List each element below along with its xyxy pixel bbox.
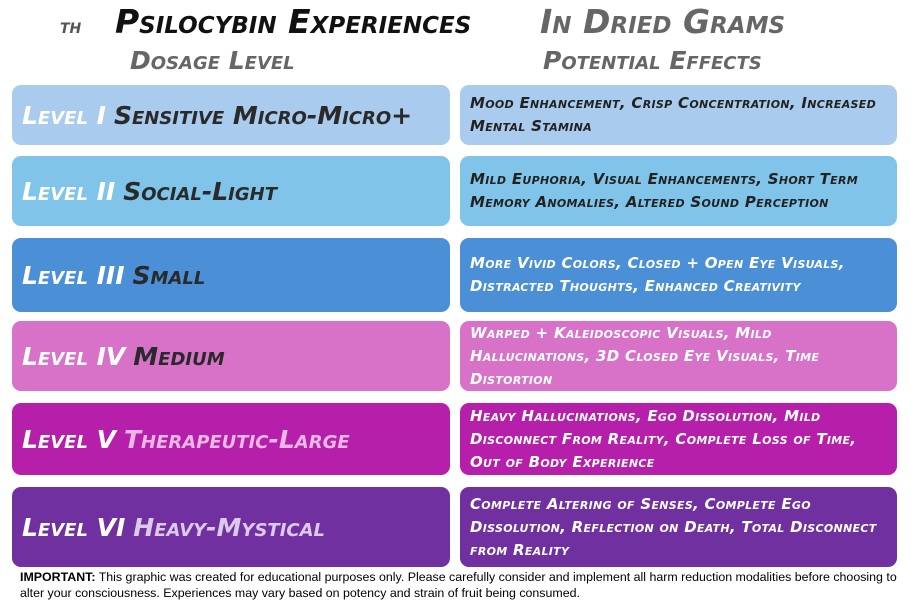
disclaimer-label: IMPORTANT:: [20, 570, 96, 584]
effects-text: Mood Enhancement, Crisp Concentration, I…: [470, 94, 877, 135]
level-name: Heavy-Mystical: [133, 512, 326, 542]
level-name: Therapeutic-Large: [123, 424, 350, 454]
disclaimer: IMPORTANT: This graphic was created for …: [20, 569, 900, 601]
level-name: Medium: [133, 341, 225, 371]
column-header: Dosage Level: [130, 46, 295, 75]
dosage-box: Level IV Medium: [12, 321, 450, 391]
level-label: Level II: [22, 176, 116, 206]
effects-box: Complete Altering of Senses, Complete Eg…: [460, 487, 897, 567]
effects-text: Mild Euphoria, Visual Enhancements, Shor…: [470, 170, 858, 211]
effects-text: More Vivid Colors, Closed + Open Eye Vis…: [470, 254, 845, 295]
subtitle: In Dried Grams: [540, 2, 786, 41]
effects-box: Warped + Kaleidoscopic Visuals, Mild Hal…: [460, 321, 897, 391]
level-label: Level I: [22, 100, 106, 130]
effects-box: Mood Enhancement, Crisp Concentration, I…: [460, 85, 897, 145]
dosage-box: Level VI Heavy-Mystical: [12, 487, 450, 567]
dosage-box: Level II Social-Light: [12, 156, 450, 226]
effects-text: Heavy Hallucinations, Ego Dissolution, M…: [470, 406, 857, 471]
level-label: Level IV: [22, 341, 126, 371]
dosage-box: Level III Small: [12, 238, 450, 312]
title-prefix: th: [60, 14, 82, 38]
level-name: Social-Light: [123, 176, 277, 206]
dosage-box: Level I Sensitive Micro-Micro+: [12, 85, 450, 145]
level-label: Level V: [22, 424, 116, 454]
level-name: Sensitive Micro-Micro+: [113, 100, 413, 130]
effects-box: Heavy Hallucinations, Ego Dissolution, M…: [460, 403, 897, 475]
effects-box: Mild Euphoria, Visual Enhancements, Shor…: [460, 156, 897, 226]
level-label: Level III: [22, 260, 125, 290]
dosage-box: Level V Therapeutic-Large: [12, 403, 450, 475]
column-header: Potential Effects: [543, 46, 762, 75]
effects-text: Warped + Kaleidoscopic Visuals, Mild Hal…: [470, 323, 820, 388]
effects-text: Complete Altering of Senses, Complete Eg…: [470, 494, 877, 559]
disclaimer-text: This graphic was created for educational…: [20, 570, 897, 600]
effects-box: More Vivid Colors, Closed + Open Eye Vis…: [460, 238, 897, 312]
level-name: Small: [132, 260, 206, 290]
title: Psilocybin Experiences: [115, 2, 472, 41]
level-label: Level VI: [22, 512, 126, 542]
